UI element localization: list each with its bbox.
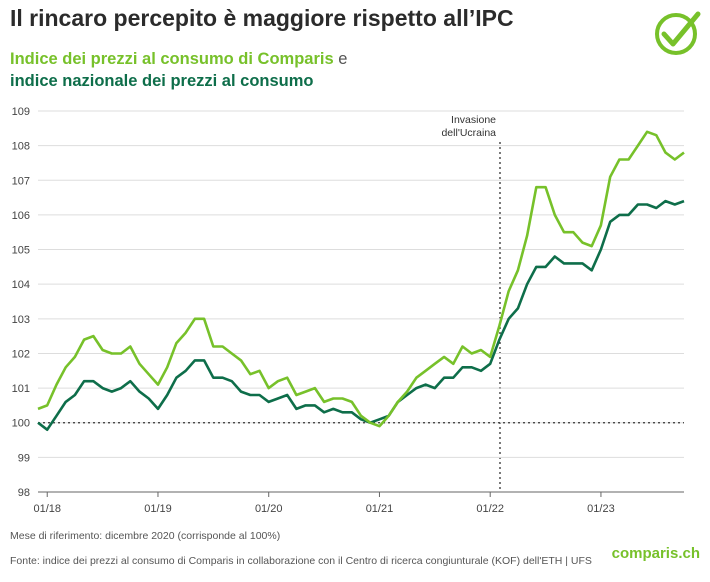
y-tick-label: 104	[12, 279, 30, 291]
y-tick-label: 98	[18, 487, 30, 499]
annotation: dell'Ucraina	[441, 127, 496, 139]
y-tick-label: 109	[12, 106, 30, 118]
annotation: Invasione	[451, 114, 496, 126]
x-tick-label: 01/19	[144, 503, 172, 515]
y-tick-label: 100	[12, 418, 30, 430]
source: Fonte: indice dei prezzi al consumo di C…	[10, 555, 592, 567]
series-line	[37, 130, 685, 428]
subtitle-series: Indice dei prezzi al consumo di Comparis	[10, 50, 334, 68]
y-tick-label: 105	[12, 245, 30, 257]
plot: 98 99 100 101 102 103 104 105 106 107 108 109 01/18 0…	[12, 106, 685, 515]
subtitle-connector: e	[338, 50, 347, 68]
y-tick-label: 102	[12, 348, 30, 360]
subtitle-series: indice nazionale dei prezzi al consumo	[10, 72, 314, 90]
x-tick-label: 01/23	[587, 503, 615, 515]
y-tick-label: 103	[12, 314, 30, 326]
logo: comparis.ch	[612, 545, 700, 562]
subtitle: Indice dei prezzi al consumo di Comparis…	[10, 50, 347, 68]
x-tick-label: 01/22	[476, 503, 504, 515]
y-tick-label: 99	[18, 452, 30, 464]
series-line	[37, 199, 685, 431]
footnote: Mese di riferimento: dicembre 2020 (corr…	[10, 530, 280, 542]
subtitle-line: indice nazionale dei prezzi al consumo	[10, 72, 314, 90]
logo-check	[655, 11, 701, 55]
y-tick-label: 106	[12, 210, 30, 222]
x-tick-label: 01/18	[33, 503, 61, 515]
x-tick-label: 01/21	[366, 503, 394, 515]
y-tick-label: 107	[12, 175, 30, 187]
y-tick-label: 101	[12, 383, 30, 395]
x-tick-label: 01/20	[255, 503, 283, 515]
chart-title: Il rincaro percepito è maggiore rispetto…	[10, 5, 514, 31]
y-tick-label: 108	[12, 141, 30, 153]
